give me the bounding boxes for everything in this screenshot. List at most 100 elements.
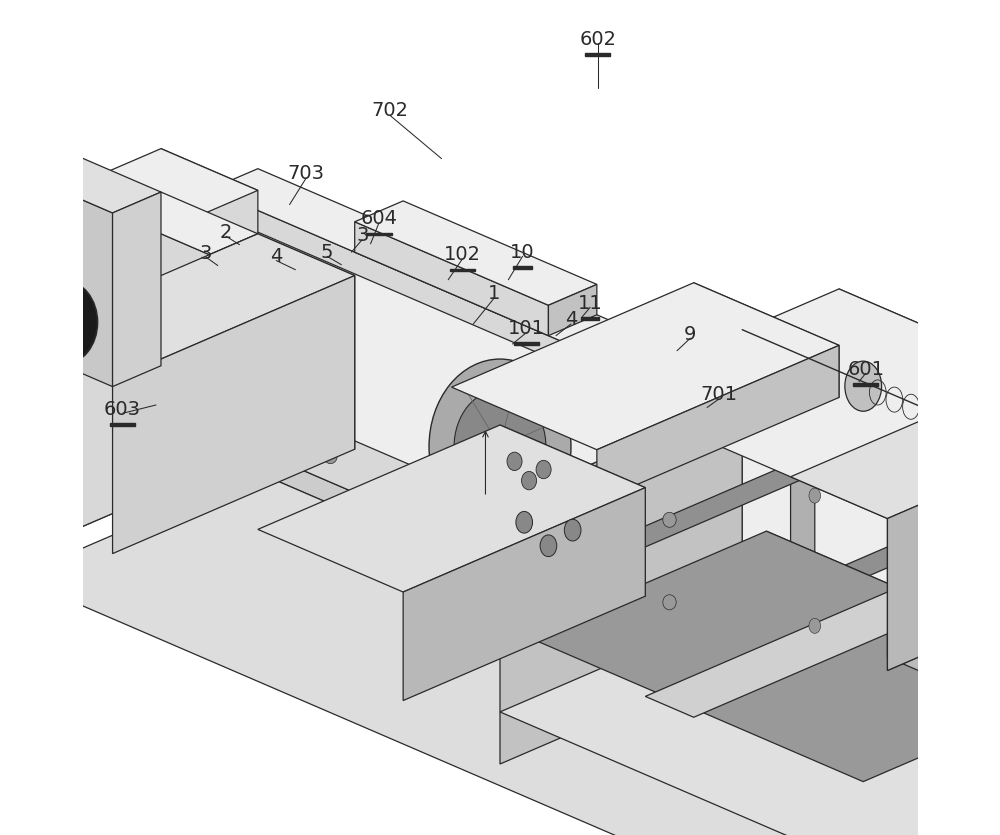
Ellipse shape — [324, 366, 337, 381]
Text: 1: 1 — [488, 285, 500, 303]
Polygon shape — [355, 222, 548, 336]
Polygon shape — [887, 414, 1000, 671]
Polygon shape — [113, 276, 355, 554]
Polygon shape — [209, 190, 694, 420]
Text: 5: 5 — [321, 243, 333, 261]
Ellipse shape — [454, 390, 546, 504]
Polygon shape — [839, 289, 1000, 566]
Ellipse shape — [31, 281, 98, 364]
Bar — [581, 317, 599, 320]
Polygon shape — [258, 234, 355, 449]
Polygon shape — [766, 531, 1000, 695]
Text: 701: 701 — [700, 386, 737, 404]
Polygon shape — [548, 463, 815, 578]
Polygon shape — [524, 531, 1000, 782]
Polygon shape — [355, 201, 597, 306]
Polygon shape — [500, 608, 1000, 835]
Polygon shape — [694, 356, 742, 420]
Polygon shape — [258, 451, 1000, 835]
Bar — [853, 383, 878, 386]
Text: 2: 2 — [220, 223, 232, 241]
Polygon shape — [984, 590, 1000, 698]
Ellipse shape — [954, 551, 966, 566]
Polygon shape — [645, 356, 694, 420]
Polygon shape — [887, 827, 1000, 835]
Polygon shape — [16, 234, 355, 380]
Polygon shape — [597, 346, 839, 502]
Ellipse shape — [540, 535, 557, 557]
Polygon shape — [113, 213, 209, 428]
Polygon shape — [791, 372, 1000, 519]
Ellipse shape — [564, 519, 581, 541]
Ellipse shape — [845, 361, 882, 412]
Polygon shape — [0, 149, 258, 295]
Ellipse shape — [663, 595, 676, 610]
Polygon shape — [887, 414, 1000, 671]
Text: 3: 3 — [356, 226, 368, 245]
Polygon shape — [209, 234, 258, 428]
Text: 4: 4 — [270, 247, 282, 266]
Bar — [514, 342, 539, 345]
Text: 101: 101 — [508, 319, 545, 337]
Ellipse shape — [324, 448, 337, 463]
Ellipse shape — [663, 513, 676, 528]
Text: 601: 601 — [847, 360, 884, 378]
Bar — [585, 53, 610, 56]
Polygon shape — [0, 409, 258, 555]
Polygon shape — [161, 149, 258, 451]
Polygon shape — [887, 566, 1000, 835]
Bar — [110, 423, 135, 426]
Polygon shape — [500, 399, 742, 764]
Bar — [366, 233, 392, 235]
Polygon shape — [500, 399, 1000, 671]
Polygon shape — [16, 190, 258, 555]
Ellipse shape — [47, 301, 81, 343]
Polygon shape — [548, 285, 597, 336]
Text: 604: 604 — [360, 210, 397, 228]
Ellipse shape — [324, 279, 337, 294]
Ellipse shape — [536, 460, 551, 478]
Polygon shape — [936, 526, 960, 710]
Polygon shape — [0, 151, 40, 312]
Bar — [450, 269, 475, 271]
Polygon shape — [694, 526, 960, 641]
Text: 102: 102 — [444, 245, 481, 264]
Polygon shape — [742, 399, 1000, 601]
Polygon shape — [16, 171, 113, 387]
Text: 11: 11 — [578, 294, 603, 312]
Polygon shape — [113, 192, 161, 387]
Text: 10: 10 — [510, 243, 535, 261]
Text: 703: 703 — [288, 164, 325, 183]
Polygon shape — [839, 589, 1000, 703]
Polygon shape — [452, 283, 839, 450]
Polygon shape — [16, 190, 742, 504]
Polygon shape — [645, 592, 936, 717]
Polygon shape — [113, 192, 258, 255]
Ellipse shape — [429, 359, 571, 534]
Text: 4: 4 — [565, 311, 577, 329]
Text: 9: 9 — [684, 325, 697, 343]
Ellipse shape — [606, 583, 636, 624]
Polygon shape — [742, 399, 1000, 827]
Polygon shape — [597, 289, 1000, 519]
Text: 702: 702 — [371, 101, 408, 119]
Ellipse shape — [663, 426, 676, 441]
Polygon shape — [694, 377, 742, 420]
Bar — [513, 266, 532, 269]
Ellipse shape — [921, 397, 951, 438]
Polygon shape — [0, 140, 64, 182]
Polygon shape — [209, 169, 742, 398]
Polygon shape — [500, 425, 645, 596]
Polygon shape — [258, 425, 645, 592]
Polygon shape — [742, 608, 1000, 827]
Text: 603: 603 — [104, 400, 141, 418]
Ellipse shape — [516, 511, 533, 534]
Polygon shape — [791, 463, 815, 648]
Ellipse shape — [954, 681, 966, 696]
Polygon shape — [16, 150, 161, 213]
Ellipse shape — [809, 618, 821, 633]
Ellipse shape — [507, 452, 522, 471]
Polygon shape — [16, 473, 1000, 835]
Ellipse shape — [809, 488, 821, 503]
Text: 602: 602 — [579, 30, 616, 48]
